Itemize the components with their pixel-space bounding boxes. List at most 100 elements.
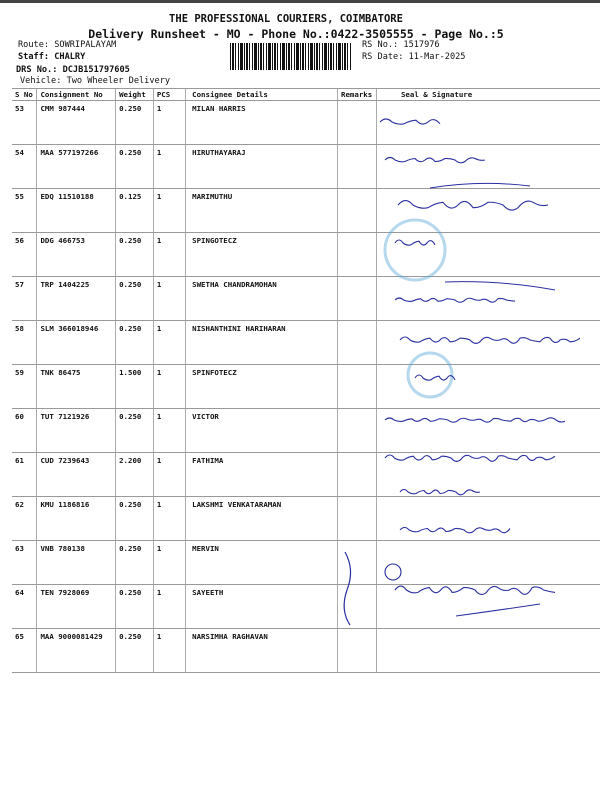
cell-pcs: 1 bbox=[152, 408, 186, 453]
signature-cell bbox=[375, 276, 600, 321]
runsheet-subtitle: Delivery Runsheet - MO - Phone No.:0422-… bbox=[88, 27, 504, 41]
signature-cell bbox=[375, 496, 600, 541]
remarks-cell bbox=[337, 188, 377, 233]
cell-weight: 0.250 bbox=[115, 496, 154, 541]
remarks-cell bbox=[337, 452, 377, 497]
cell-sno: 59 bbox=[12, 364, 37, 409]
cell-consignee: MILAN HARRIS bbox=[185, 100, 338, 145]
table-row: 54 MAA 577197266 0.250 1 HIRUTHAYARAJ bbox=[12, 144, 600, 189]
cell-consignment: TNK 86475 bbox=[36, 364, 116, 409]
column-header: Remarks bbox=[337, 88, 377, 101]
cell-sno: 58 bbox=[12, 320, 37, 365]
remarks-cell bbox=[337, 320, 377, 365]
signature-cell bbox=[375, 144, 600, 189]
cell-sno: 56 bbox=[12, 232, 37, 277]
cell-consignee: SAYEETH bbox=[185, 584, 338, 629]
cell-pcs: 1 bbox=[152, 188, 186, 233]
cell-consignee: HIRUTHAYARAJ bbox=[185, 144, 338, 189]
drs-number: DRS No.: DCJB151797605 bbox=[16, 65, 130, 75]
cell-consignee: NISHANTHINI HARIHARAN bbox=[185, 320, 338, 365]
column-header: Weight bbox=[115, 88, 154, 101]
remarks-cell bbox=[337, 408, 377, 453]
cell-sno: 61 bbox=[12, 452, 37, 497]
cell-sno: 63 bbox=[12, 540, 37, 585]
table-row: 60 TUT 7121926 0.250 1 VICTOR bbox=[12, 408, 600, 453]
cell-consignee: VICTOR bbox=[185, 408, 338, 453]
cell-consignment: MAA 577197266 bbox=[36, 144, 116, 189]
vehicle: Vehicle: Two Wheeler Delivery bbox=[20, 76, 171, 86]
signature-cell bbox=[375, 188, 600, 233]
table-row: 53 CMM 987444 0.250 1 MILAN HARRIS bbox=[12, 100, 600, 145]
remarks-cell bbox=[337, 628, 377, 673]
table-row: 63 VNB 780138 0.250 1 MERVIN bbox=[12, 540, 600, 585]
remarks-cell bbox=[337, 364, 377, 409]
cell-consignee: SWETHA CHANDRAMOHAN bbox=[185, 276, 338, 321]
signature-cell bbox=[375, 452, 600, 497]
cell-pcs: 1 bbox=[152, 232, 186, 277]
signature-cell bbox=[375, 364, 600, 409]
cell-weight: 0.250 bbox=[115, 232, 154, 277]
cell-consignment: TUT 7121926 bbox=[36, 408, 116, 453]
cell-consignment: CUD 7239643 bbox=[36, 452, 116, 497]
column-header: Consignee Details bbox=[185, 88, 338, 101]
remarks-cell bbox=[337, 144, 377, 189]
cell-pcs: 1 bbox=[152, 628, 186, 673]
cell-pcs: 1 bbox=[152, 584, 186, 629]
signature-cell bbox=[375, 408, 600, 453]
table-row: 56 DDG 466753 0.250 1 SPINGOTECZ bbox=[12, 232, 600, 277]
cell-pcs: 1 bbox=[152, 276, 186, 321]
cell-sno: 60 bbox=[12, 408, 37, 453]
column-header: Seal & Signature bbox=[375, 88, 600, 101]
cell-weight: 0.250 bbox=[115, 144, 154, 189]
remarks-cell bbox=[337, 100, 377, 145]
company-title: THE PROFESSIONAL COURIERS, COIMBATORE bbox=[169, 13, 403, 25]
column-header: Consignment No bbox=[36, 88, 116, 101]
cell-weight: 0.250 bbox=[115, 628, 154, 673]
staff: Staff: CHALRY bbox=[18, 52, 86, 62]
cell-pcs: 1 bbox=[152, 452, 186, 497]
route: Route: SOWRIPALAYAM bbox=[18, 40, 117, 50]
column-header: S No bbox=[12, 88, 37, 101]
cell-consignment: TRP 1404225 bbox=[36, 276, 116, 321]
cell-pcs: 1 bbox=[152, 496, 186, 541]
cell-consignment: MAA 9000081429 bbox=[36, 628, 116, 673]
table-row: 65 MAA 9000081429 0.250 1 NARSIMHA RAGHAVAN bbox=[12, 628, 600, 673]
signature-cell bbox=[375, 540, 600, 585]
cell-weight: 0.250 bbox=[115, 584, 154, 629]
cell-sno: 65 bbox=[12, 628, 37, 673]
cell-weight: 1.500 bbox=[115, 364, 154, 409]
cell-pcs: 1 bbox=[152, 100, 186, 145]
cell-consignment: KMU 1186816 bbox=[36, 496, 116, 541]
cell-consignee: SPINFOTECZ bbox=[185, 364, 338, 409]
cell-pcs: 1 bbox=[152, 540, 186, 585]
barcode bbox=[230, 43, 352, 70]
cell-weight: 0.250 bbox=[115, 408, 154, 453]
table-row: 64 TEN 7928069 0.250 1 SAYEETH bbox=[12, 584, 600, 629]
remarks-cell bbox=[337, 496, 377, 541]
cell-consignee: SPINGOTECZ bbox=[185, 232, 338, 277]
cell-pcs: 1 bbox=[152, 364, 186, 409]
rs-number: RS No.: 1517976 bbox=[362, 40, 440, 50]
cell-weight: 0.250 bbox=[115, 100, 154, 145]
remarks-cell bbox=[337, 232, 377, 277]
signature-cell bbox=[375, 320, 600, 365]
cell-sno: 57 bbox=[12, 276, 37, 321]
table-row: 62 KMU 1186816 0.250 1 LAKSHMI VENKATARAMAN bbox=[12, 496, 600, 541]
table-row: 61 CUD 7239643 2.200 1 FATHIMA bbox=[12, 452, 600, 497]
cell-sno: 62 bbox=[12, 496, 37, 541]
cell-consignment: CMM 987444 bbox=[36, 100, 116, 145]
cell-consignee: MARIMUTHU bbox=[185, 188, 338, 233]
cell-weight: 0.125 bbox=[115, 188, 154, 233]
table-row: 58 SLM 366018946 0.250 1 NISHANTHINI HARIHAR… bbox=[12, 320, 600, 365]
cell-sno: 53 bbox=[12, 100, 37, 145]
column-header: PCS bbox=[152, 88, 186, 101]
cell-weight: 2.200 bbox=[115, 452, 154, 497]
cell-consignment: SLM 366018946 bbox=[36, 320, 116, 365]
cell-consignment: DDG 466753 bbox=[36, 232, 116, 277]
cell-weight: 0.250 bbox=[115, 320, 154, 365]
cell-sno: 64 bbox=[12, 584, 37, 629]
cell-consignment: VNB 780138 bbox=[36, 540, 116, 585]
signature-cell bbox=[375, 232, 600, 277]
signature-cell bbox=[375, 100, 600, 145]
scan-edge bbox=[0, 0, 600, 3]
